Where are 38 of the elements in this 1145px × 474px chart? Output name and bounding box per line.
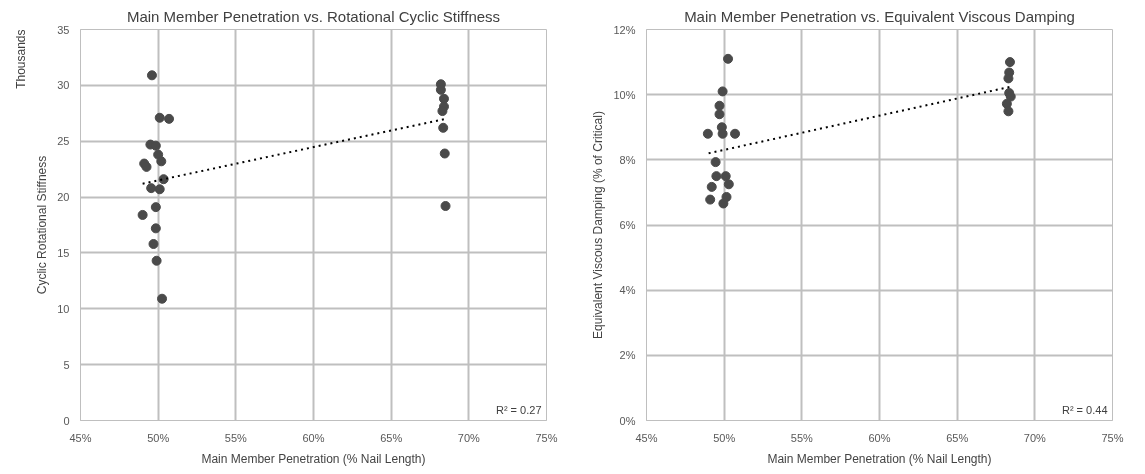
- x-tick-label: 75%: [1101, 431, 1124, 444]
- y-tick-label: 10%: [613, 88, 636, 101]
- x-tick-label: 70%: [457, 431, 481, 444]
- y-tick-label: 35: [57, 23, 70, 36]
- y-tick-label: 0: [63, 414, 70, 427]
- x-tick-label: 75%: [535, 431, 558, 444]
- y-tick-label: 8%: [619, 153, 636, 166]
- annotation: R² = 0.44: [1061, 403, 1108, 416]
- y-tick-label: 6%: [619, 219, 636, 231]
- x-axis-title: Main Member Penetration (% Nail Length): [201, 451, 426, 466]
- x-tick-label: 50%: [147, 431, 170, 444]
- y-tick-label: 2%: [619, 349, 636, 362]
- y-tick-label: 4%: [619, 284, 636, 297]
- chart-title: Main Member Penetration vs. Equivalent Viscous Damping: [684, 7, 1075, 25]
- text: Thousands: [13, 29, 28, 89]
- chart-title: Main Member Penetration vs. Rotational Cyclic Stiffness: [126, 7, 501, 25]
- x-tick-label: 65%: [946, 431, 969, 444]
- x-tick-label: 65%: [380, 431, 403, 444]
- y-tick-label: 15: [57, 246, 70, 259]
- x-tick-label: 60%: [868, 431, 891, 444]
- x-tick-label: 55%: [790, 431, 814, 444]
- x-axis-title: Main Member Penetration (% Nail Length): [767, 451, 992, 466]
- y-tick-label: 0%: [619, 414, 636, 427]
- y-axis-title: Cyclic Rotational Stiffness: [35, 155, 50, 295]
- y-axis-title: Equivalent Viscous Damping (% of Critical): [591, 111, 606, 339]
- x-tick-label: 50%: [713, 431, 736, 444]
- y-tick-label: 20: [57, 191, 70, 204]
- y-tick-label: 30: [57, 79, 70, 92]
- y-tick-label: 12%: [613, 23, 636, 36]
- y-tick-label: 25: [57, 135, 70, 148]
- x-tick-label: 45%: [635, 431, 658, 444]
- x-tick-label: 45%: [69, 431, 92, 444]
- y-tick-label: 10: [57, 302, 70, 315]
- annotation: R² = 0.27: [495, 403, 542, 416]
- x-tick-label: 70%: [1023, 431, 1047, 444]
- x-tick-label: 60%: [302, 431, 325, 444]
- x-tick-label: 55%: [224, 431, 248, 444]
- y-tick-label: 5: [63, 358, 70, 371]
